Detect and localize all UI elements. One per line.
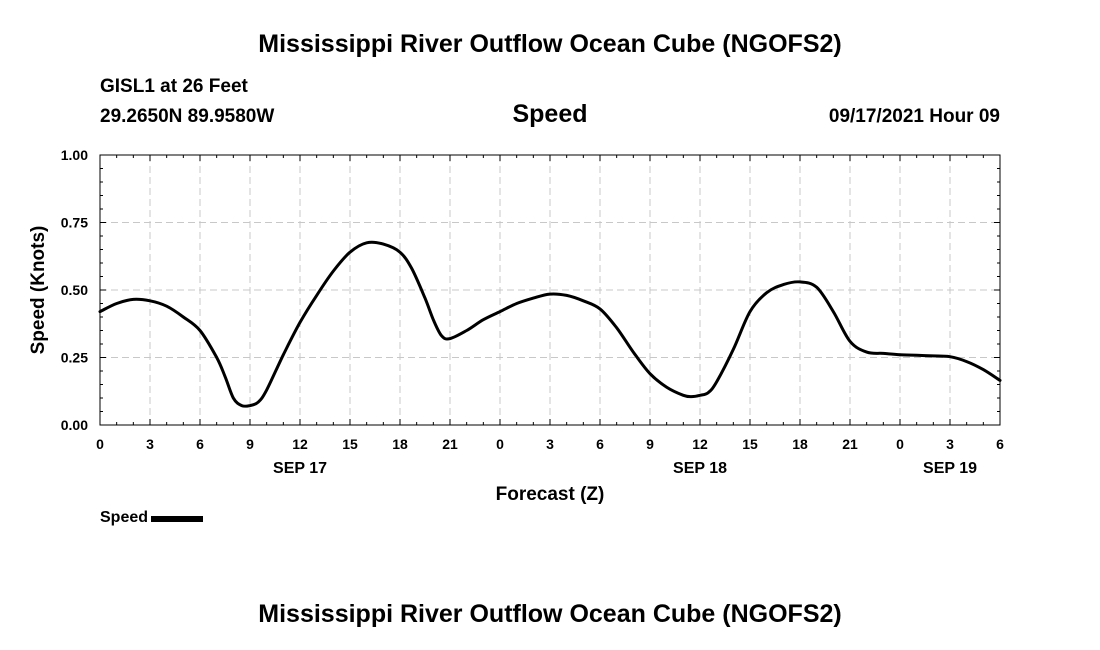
x-tick-label: 21 <box>842 436 858 452</box>
y-tick-label: 1.00 <box>61 147 88 163</box>
x-tick-label: 15 <box>342 436 358 452</box>
x-axis-title: Forecast (Z) <box>496 484 605 505</box>
legend-label: Speed <box>100 509 148 527</box>
speed-chart: 0 3 6 9 12 15 18 21 0 3 6 9 12 15 18 21 0 3 6 0.00 0.25 0.50 0… <box>0 0 1100 520</box>
x-tick-label: 3 <box>146 436 154 452</box>
date-label: SEP 18 <box>673 460 727 477</box>
y-tick-label: 0.50 <box>61 282 88 298</box>
axis-labels: 0 3 6 9 12 15 18 21 0 3 6 9 12 15 18 21 0 3 6 0.00 0.25 0.50 0… <box>28 147 1004 505</box>
x-tick-label: 12 <box>692 436 708 452</box>
x-tick-label: 0 <box>96 436 104 452</box>
x-tick-label: 18 <box>792 436 808 452</box>
x-tick-label: 6 <box>196 436 204 452</box>
grid-lines <box>100 155 1000 425</box>
x-tick-label: 9 <box>646 436 654 452</box>
y-axis-title: Speed (Knots) <box>28 226 49 355</box>
y-tick-label: 0.75 <box>61 215 88 231</box>
x-tick-label: 0 <box>496 436 504 452</box>
x-tick-label: 6 <box>996 436 1004 452</box>
footer-title: Mississippi River Outflow Ocean Cube (NG… <box>0 600 1100 629</box>
legend-swatch <box>151 516 203 522</box>
date-label: SEP 19 <box>923 460 977 477</box>
y-tick-label: 0.00 <box>61 417 88 433</box>
x-tick-label: 3 <box>546 436 554 452</box>
date-label: SEP 17 <box>273 460 327 477</box>
y-tick-label: 0.25 <box>61 350 88 366</box>
x-tick-label: 3 <box>946 436 954 452</box>
x-tick-label: 12 <box>292 436 308 452</box>
x-tick-label: 6 <box>596 436 604 452</box>
x-tick-label: 15 <box>742 436 758 452</box>
x-tick-label: 21 <box>442 436 458 452</box>
x-tick-label: 9 <box>246 436 254 452</box>
legend: Speed <box>100 509 203 527</box>
x-tick-label: 0 <box>896 436 904 452</box>
x-tick-label: 18 <box>392 436 408 452</box>
